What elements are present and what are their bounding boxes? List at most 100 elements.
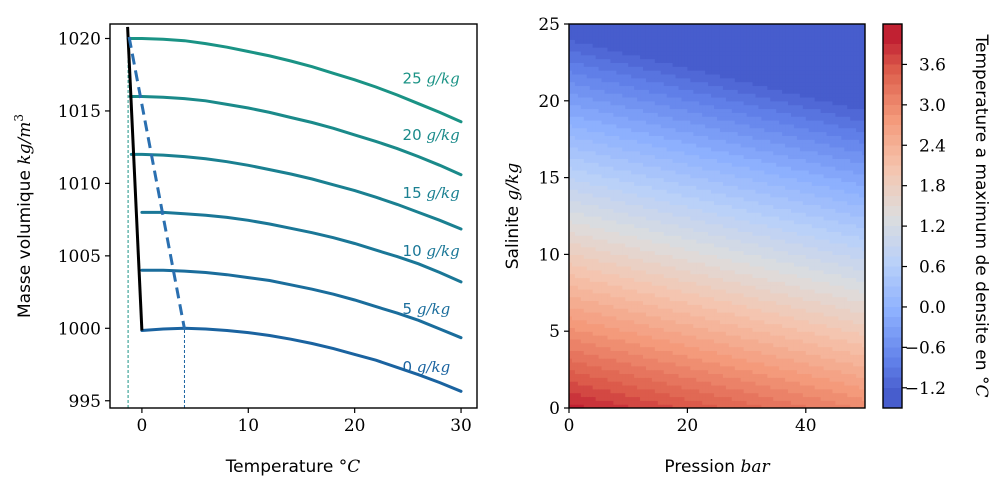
- heatmap-cell: [595, 181, 600, 186]
- heatmap-cell: [666, 47, 671, 52]
- heatmap-cell: [699, 120, 703, 125]
- heatmap-cell: [586, 381, 591, 386]
- heatmap-cell: [657, 308, 662, 313]
- heatmap-cell: [607, 85, 612, 90]
- heatmap-cell: [625, 192, 629, 198]
- heatmap-cell: [604, 208, 609, 213]
- heatmap-cell: [595, 131, 600, 136]
- heatmap-cell: [574, 204, 579, 209]
- heatmap-cell: [625, 331, 629, 336]
- heatmap-cell: [640, 350, 644, 355]
- heatmap-cell: [598, 116, 603, 121]
- heatmap-cell: [640, 292, 644, 298]
- heatmap-cell: [690, 304, 694, 309]
- heatmap-cell: [631, 308, 635, 313]
- heatmap-cell: [574, 254, 579, 259]
- heatmap-cell: [610, 292, 614, 298]
- heatmap-cell: [693, 58, 697, 63]
- heatmap-cell: [660, 139, 665, 144]
- heatmap-cell: [613, 120, 617, 125]
- heatmap-cell: [589, 304, 594, 309]
- heatmap-cell: [684, 189, 688, 194]
- heatmap-cell: [648, 204, 653, 209]
- heatmap-cell: [595, 212, 600, 217]
- heatmap-cell: [613, 150, 617, 156]
- heatmap-cell: [610, 77, 614, 83]
- heatmap-cell: [660, 96, 665, 102]
- heatmap-cell: [586, 296, 591, 302]
- heatmap-cell: [702, 89, 706, 94]
- heatmap-cell: [574, 112, 579, 117]
- heatmap-cell: [640, 169, 644, 175]
- heatmap-cell: [705, 166, 709, 171]
- heatmap-cell: [696, 396, 700, 401]
- heatmap-cell: [651, 39, 656, 44]
- heatmap-cell: [699, 262, 703, 267]
- heatmap-cell: [643, 70, 647, 75]
- heatmap-cell: [586, 358, 591, 363]
- heatmap-cell: [651, 239, 656, 244]
- heatmap-cell: [693, 262, 697, 267]
- heatmap-cell: [654, 388, 659, 394]
- heatmap-cell: [672, 189, 677, 194]
- heatmap-cell: [610, 212, 614, 217]
- heatmap-cell: [604, 361, 609, 367]
- heatmap-cell: [571, 365, 576, 371]
- heatmap-cell: [631, 135, 635, 140]
- heatmap-cell: [583, 50, 588, 56]
- heatmap-cell: [675, 231, 680, 236]
- heatmap-cell: [592, 120, 597, 125]
- heatmap-cell: [619, 39, 623, 44]
- heatmap-cell: [637, 158, 641, 163]
- heatmap-cell: [637, 24, 641, 29]
- heatmap-cell: [619, 131, 623, 136]
- heatmap-cell: [631, 231, 635, 236]
- heatmap-cell: [643, 300, 647, 305]
- heatmap-cell: [654, 373, 659, 378]
- heatmap-cell: [657, 81, 662, 87]
- heatmap-cell: [705, 254, 709, 259]
- heatmap-cell: [613, 300, 617, 305]
- heatmap-cell: [696, 31, 700, 37]
- heatmap-cell: [640, 192, 644, 198]
- heatmap-cell: [583, 169, 588, 175]
- heatmap-cell: [702, 85, 706, 90]
- heatmap-cell: [625, 27, 629, 33]
- heatmap-cell: [702, 192, 706, 198]
- heatmap-cell: [628, 100, 632, 106]
- heatmap-cell: [616, 146, 620, 152]
- heatmap-cell: [657, 242, 662, 248]
- heatmap-cell: [672, 396, 677, 401]
- heatmap-cell: [595, 177, 600, 183]
- heatmap-cell: [592, 204, 597, 209]
- heatmap-cell: [660, 281, 665, 286]
- heatmap-cell: [669, 131, 674, 136]
- heatmap-cell: [574, 250, 579, 255]
- heatmap-cell: [589, 308, 594, 313]
- heatmap-cell: [696, 135, 700, 140]
- heatmap-cell: [696, 323, 700, 328]
- heatmap-cell: [595, 388, 600, 394]
- heatmap-cell: [598, 346, 603, 351]
- heatmap-cell: [693, 131, 697, 136]
- heatmap-cell: [580, 308, 585, 313]
- heatmap-cell: [619, 81, 623, 87]
- heatmap-cell: [637, 208, 641, 213]
- heatmap-cell: [569, 135, 573, 140]
- heatmap-cell: [643, 281, 647, 286]
- heatmap-cell: [601, 43, 606, 48]
- heatmap-cell: [619, 365, 623, 371]
- heatmap-cell: [631, 216, 635, 221]
- heatmap-cell: [663, 154, 668, 159]
- heatmap-cell: [569, 354, 573, 359]
- heatmap-cell: [669, 331, 674, 336]
- heatmap-cell: [586, 300, 591, 305]
- heatmap-cell: [598, 131, 603, 136]
- heatmap-cell: [622, 89, 626, 94]
- heatmap-cell: [681, 120, 686, 125]
- heatmap-cell: [699, 223, 703, 229]
- heatmap-cell: [598, 354, 603, 359]
- heatmap-cell: [583, 135, 588, 140]
- heatmap-cell: [678, 331, 683, 336]
- heatmap-cell: [640, 369, 644, 375]
